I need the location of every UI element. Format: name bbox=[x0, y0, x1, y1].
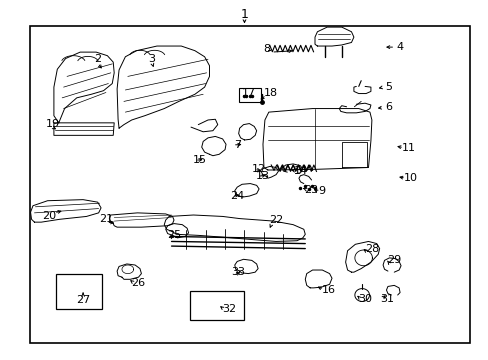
Text: 5: 5 bbox=[384, 82, 391, 92]
Text: 20: 20 bbox=[42, 211, 56, 221]
Text: 13: 13 bbox=[255, 171, 269, 181]
Text: 26: 26 bbox=[131, 278, 145, 288]
Text: 25: 25 bbox=[166, 230, 181, 240]
Text: 33: 33 bbox=[231, 267, 244, 277]
Text: 12: 12 bbox=[251, 164, 265, 174]
Text: 27: 27 bbox=[76, 295, 90, 305]
Text: 1: 1 bbox=[240, 9, 248, 22]
Text: 8: 8 bbox=[262, 44, 269, 54]
Text: 3: 3 bbox=[148, 54, 155, 64]
Text: 29: 29 bbox=[386, 255, 401, 265]
Text: 11: 11 bbox=[401, 143, 415, 153]
Text: 19: 19 bbox=[45, 118, 60, 129]
Bar bbox=[190, 291, 243, 320]
Text: 21: 21 bbox=[99, 214, 113, 224]
Text: 23: 23 bbox=[304, 185, 318, 195]
Text: 18: 18 bbox=[264, 88, 278, 98]
Text: 24: 24 bbox=[230, 191, 244, 201]
Text: 30: 30 bbox=[357, 294, 371, 303]
Bar bbox=[56, 274, 102, 309]
Text: 22: 22 bbox=[269, 215, 283, 225]
Text: 32: 32 bbox=[222, 304, 236, 314]
Text: 28: 28 bbox=[365, 244, 379, 253]
Text: 15: 15 bbox=[192, 156, 206, 165]
Text: 6: 6 bbox=[384, 103, 391, 112]
Text: 16: 16 bbox=[321, 285, 335, 295]
Text: 10: 10 bbox=[403, 173, 417, 183]
Text: 7: 7 bbox=[234, 140, 241, 150]
Text: 31: 31 bbox=[379, 294, 393, 303]
Text: 9: 9 bbox=[318, 186, 325, 197]
Text: 2: 2 bbox=[94, 54, 101, 64]
Bar bbox=[30, 26, 468, 342]
Text: 4: 4 bbox=[396, 42, 403, 52]
Text: 17: 17 bbox=[242, 88, 256, 98]
Bar bbox=[238, 88, 260, 102]
Text: 14: 14 bbox=[294, 166, 308, 176]
